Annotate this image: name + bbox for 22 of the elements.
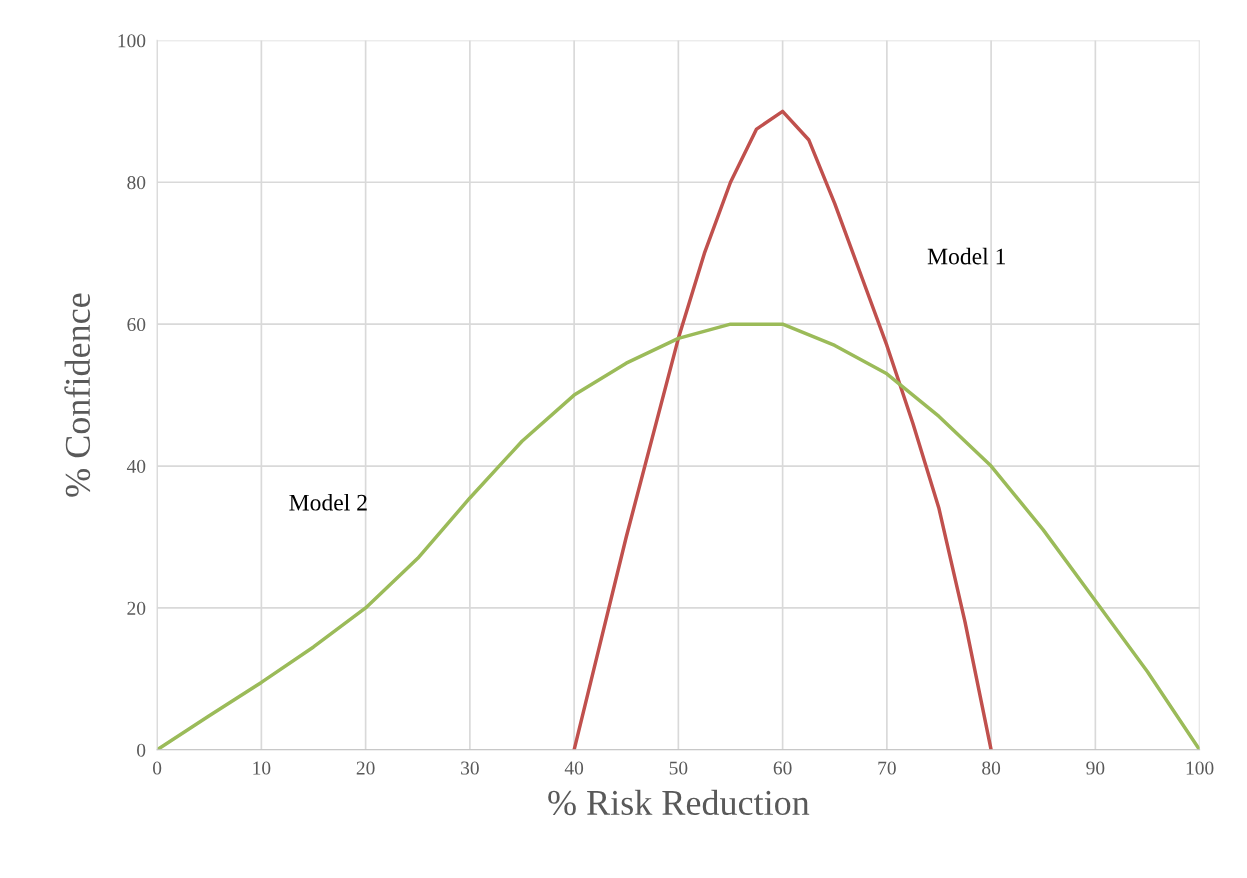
text: Model 2: [289, 494, 367, 511]
y-tick-label: 100: [118, 34, 146, 48]
x-tick-label: 0: [153, 761, 162, 775]
x-axis-title: % Risk Reduction: [548, 789, 810, 816]
x-tick-label: 90: [1086, 761, 1105, 775]
line-series: [572, 109, 993, 750]
x-tick-label: 40: [564, 761, 584, 775]
y-axis-title: % Confidence: [64, 293, 91, 497]
x-tick-label: 70: [878, 761, 896, 775]
y-tick-label: 60: [127, 317, 146, 332]
y-tick-label: 80: [127, 176, 146, 190]
x-tick-label: 30: [461, 761, 479, 775]
x-tick-label: 20: [356, 761, 375, 775]
y-tick-label: 20: [127, 601, 146, 615]
text: Model 1: [927, 247, 1005, 265]
y-tick-label: 0: [137, 743, 146, 757]
x-tick-label: 80: [982, 761, 1001, 775]
x-tick-label: 50: [669, 761, 688, 775]
y-tick-label: 40: [126, 459, 146, 473]
x-tick-label: 100: [1186, 761, 1214, 775]
x-tick-label: 10: [253, 761, 271, 775]
x-tick-label: 60: [773, 761, 792, 775]
